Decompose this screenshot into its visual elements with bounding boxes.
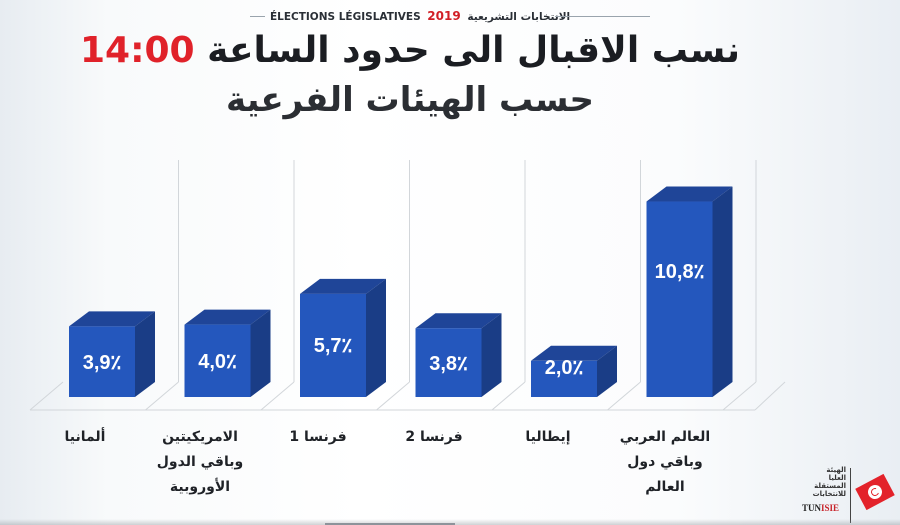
category-label: الامريكيتين وباقي الدول الأوروبية: [156, 429, 244, 495]
bottom-shadow: [0, 519, 900, 525]
logo-brand-highlight: ISIE: [821, 503, 840, 513]
chart-title-time: 14:00: [79, 30, 195, 71]
category-label: العالم العربي وباقي دول العالم: [619, 429, 711, 495]
header-arabic-text: الانتخابات التشريعية: [467, 11, 571, 23]
logo-arabic-text: الهيئة العليا المستقلة للانتخابات: [812, 466, 846, 498]
tunisia-flag-icon: [855, 473, 895, 511]
category-label: ألمانيا: [64, 429, 106, 445]
header-label: ÉLECTIONS LÉGISLATIVES 2019 الانتخابات ا…: [270, 9, 570, 23]
bar: [69, 311, 155, 397]
logo-brand-prefix: TUN: [802, 503, 822, 513]
logo-separator: [850, 468, 851, 523]
broadcast-header: ÉLECTIONS LÉGISLATIVES 2019 الانتخابات ا…: [0, 2, 900, 24]
bar: [300, 278, 386, 397]
category-label: فرنسا 1: [289, 429, 347, 445]
bar-value-label: 3,9٪: [82, 351, 122, 374]
category-label: فرنسا 2: [405, 429, 463, 445]
header-left-text: ÉLECTIONS LÉGISLATIVES: [270, 11, 421, 23]
chart-title-text: نسب الاقبال الى حدود الساعة: [207, 30, 740, 71]
chart-subtitle: حسب الهيئات الفرعية: [225, 80, 595, 120]
bar-value-label: 10,8٪: [654, 261, 705, 284]
bar: [415, 313, 502, 397]
header-year: 2019: [427, 9, 461, 23]
chart-bars: [69, 186, 733, 397]
bar-value-label: 3,8٪: [429, 352, 468, 375]
bar: [184, 309, 271, 397]
bar-value-label: 5,7٪: [313, 335, 353, 358]
header-divider-left: [250, 16, 265, 17]
chart-title: نسب الاقبال الى حدود الساعة 14:00: [60, 30, 760, 71]
bar: [531, 345, 617, 397]
category-label: إيطاليا: [525, 429, 571, 445]
logo-brand: TUNISIE: [802, 503, 839, 513]
bar-value-label: 2,0٪: [544, 357, 584, 379]
bottom-indicator: [325, 523, 455, 525]
bar: [646, 186, 733, 397]
bar-value-label: 4,0٪: [198, 350, 237, 373]
header-divider-right: [555, 16, 650, 17]
isie-logo: الهيئة العليا المستقلة للانتخابات TUNISIE: [802, 466, 900, 525]
chart-gridlines: [29, 160, 786, 411]
